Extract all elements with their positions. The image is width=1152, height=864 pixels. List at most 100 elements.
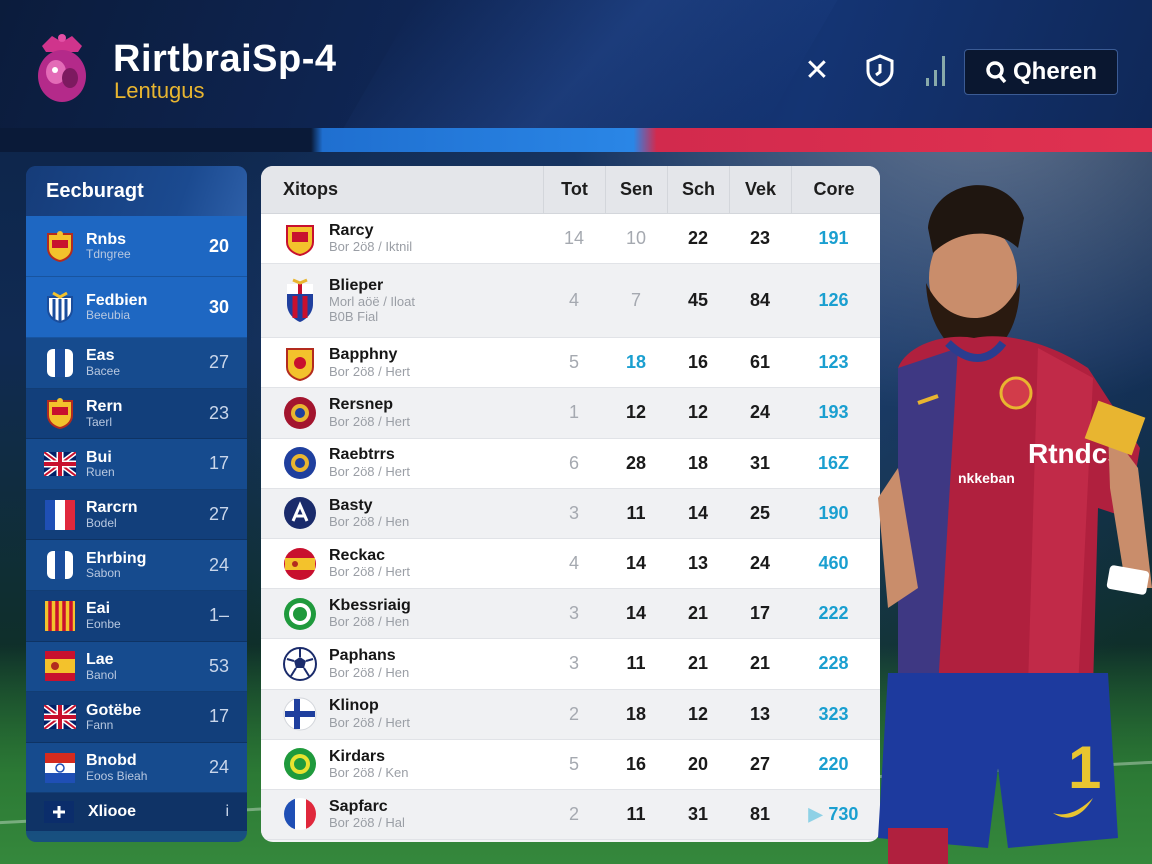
sidebar-item-sub: Banol — [86, 667, 117, 682]
sidebar-item-sub: Ruen — [86, 465, 115, 480]
sidebar-item[interactable]: Rnbs Tdngree 20 — [26, 216, 247, 277]
table-row[interactable]: Raebtrrs Bor 2ö8 / Hert 6 28 18 31 16Z — [261, 438, 880, 489]
sidebar-item-name: Rnbs — [86, 230, 126, 248]
header-accent-stripe — [0, 128, 1152, 152]
team-sub: Bor 2ö8 / Hen — [329, 514, 410, 530]
cell-tot: 3 — [568, 603, 579, 624]
sidebar-item[interactable]: Rarcrn Bodel 27 — [26, 489, 247, 541]
cell-core-value: 730 — [828, 803, 859, 824]
sidebar-item-name: Ehrbing — [86, 549, 147, 567]
sidebar-item[interactable]: Fedbien Beeubia 30 — [26, 277, 247, 338]
table-row[interactable]: Rarcy Bor 2ö8 / Iktnil 14 10 22 23 191 — [261, 214, 880, 265]
sidebar-item[interactable]: Bui Ruen 17 — [26, 439, 247, 490]
table-row[interactable]: Klinop Bor 2ö8 / Hert 2 18 12 13 323 — [261, 689, 880, 740]
sidebar-item[interactable]: Lae Banol 53 — [26, 641, 247, 693]
france-flag-icon — [44, 499, 76, 531]
sidebar-item-value: 24 — [208, 757, 229, 778]
sidebar-item[interactable]: Eas Bacee 27 — [26, 338, 247, 389]
cell-sen: 14 — [625, 553, 647, 574]
sidebar-footer-value: i — [225, 803, 229, 821]
cell-sen: 10 — [625, 228, 647, 249]
green-yellow-circle-icon — [283, 747, 317, 781]
sidebar-item-text: Gotëbe Fann — [86, 702, 201, 733]
table-row[interactable]: Kbessriaig Bor 2ö8 / Hen 3 14 21 17 222 — [261, 589, 880, 640]
header-core[interactable]: Core — [791, 166, 876, 213]
cell-sch: 45 — [687, 290, 709, 311]
cell-sch: 12 — [687, 703, 709, 724]
sidebar-item[interactable]: Gotëbe Fann 17 — [26, 692, 247, 743]
table-row[interactable]: Blieper Morl aöë / Iloat B0B Fial 4 7 45 84 126 — [261, 264, 880, 339]
team-cell: Sapfarc Bor 2ö8 / Hal — [261, 797, 543, 831]
team-sub: Bor 2ö8 / Hert — [329, 564, 410, 580]
table-row[interactable]: Rersnep Bor 2ö8 / Hert 1 12 12 24 193 — [261, 388, 880, 439]
header-team[interactable]: Xitops — [283, 179, 339, 199]
sidebar-item-text: Lae Banol — [86, 651, 201, 682]
shirt-sponsor-sub: nkkeban — [958, 470, 1015, 486]
finland-circle-icon — [283, 697, 317, 731]
table-row[interactable]: Bapphny Bor 2ö8 / Hert 5 18 16 61 123 — [261, 338, 880, 389]
team-cell: Kirdars Bor 2ö8 / Ken — [261, 747, 543, 781]
red-circle-icon — [283, 396, 317, 430]
team-cell: Paphans Bor 2ö8 / Hen — [261, 646, 543, 681]
spain-shield-icon — [283, 222, 317, 256]
standings-table: Xitops Tot Sen Sch Vek Core Rarcy Bor 2ö8… — [261, 166, 880, 842]
close-icon[interactable]: ✕ — [804, 53, 830, 87]
cell-core: 323 — [791, 704, 876, 725]
spain-circle-icon — [283, 547, 317, 581]
cell-tot: 6 — [568, 452, 579, 473]
table-row[interactable]: Reckac Bor 2ö8 / Hert 4 14 13 24 460 — [261, 538, 880, 590]
header-sch[interactable]: Sch — [667, 166, 729, 213]
table-row[interactable]: Basty Bor 2ö8 / Hen 3 11 14 25 190 — [261, 488, 880, 539]
play-arrow-icon[interactable]: ▶ — [808, 803, 823, 824]
sidebar-item-name: Gotëbe — [86, 701, 142, 719]
table-header: Xitops Tot Sen Sch Vek Core — [261, 166, 880, 214]
header-sen[interactable]: Sen — [605, 166, 667, 213]
sidebar-item[interactable]: Ehrbing Sabon 24 — [26, 540, 247, 591]
header-button-label: Qheren — [1012, 58, 1098, 85]
cell-sen: 11 — [626, 502, 646, 523]
header-vek[interactable]: Vek — [729, 166, 791, 213]
team-text: Bapphny Bor 2ö8 / Hert — [329, 346, 410, 379]
sidebar-item[interactable]: Bnobd Eoos Bieah 24 — [26, 742, 247, 794]
cell-sch: 16 — [687, 352, 709, 373]
team-text: Reckac Bor 2ö8 / Hert — [329, 547, 410, 580]
sidebar-item-name: Eai — [86, 600, 111, 618]
table-row[interactable]: Kirdars Bor 2ö8 / Ken 5 16 20 27 220 — [261, 739, 880, 790]
team-sub: Bor 2ö8 / Ken — [329, 765, 409, 780]
sidebar-item-text: Rnbs Tdngree — [86, 231, 201, 262]
cell-core-value: 323 — [818, 703, 849, 724]
sidebar-footer[interactable]: Xliooe i — [26, 793, 247, 832]
cell-core: 126 — [791, 290, 876, 311]
sidebar-item-text: Ehrbing Sabon — [86, 550, 201, 581]
cell-vek: 81 — [749, 803, 771, 824]
team-name: Blieper — [329, 276, 384, 294]
cell-core-value: 16Z — [817, 452, 850, 473]
signal-icon — [918, 52, 954, 88]
sidebar-item-text: Eas Bacee — [86, 347, 201, 378]
app-subtitle: Lentugus — [114, 78, 205, 103]
cell-tot: 3 — [568, 653, 579, 674]
team-text: Rersnep Bor 2ö8 / Hert — [329, 396, 410, 429]
sidebar-item-text: Eai Eonbe — [86, 600, 201, 631]
table-row[interactable]: Sapfarc Bor 2ö8 / Hal 2 11 31 81 ▶ 730 — [261, 789, 880, 841]
sidebar-item[interactable]: Eai Eonbe 1– — [26, 590, 247, 642]
sidebar-item-value: 1– — [208, 605, 229, 626]
sidebar-item-sub: Bodel — [86, 515, 117, 530]
cell-core-value: 126 — [818, 290, 849, 311]
header-tot[interactable]: Tot — [543, 166, 605, 213]
table-row[interactable]: Paphans Bor 2ö8 / Hen 3 11 21 21 228 — [261, 639, 880, 690]
sidebar-item-name: Rarcrn — [86, 499, 138, 517]
cell-sen: 16 — [625, 753, 647, 774]
league-logo-icon — [38, 34, 86, 102]
team-sub: Morl aöë / Iloat — [329, 293, 415, 309]
sidebar-item[interactable]: Rern Taerl 23 — [26, 388, 247, 440]
cell-vek: 21 — [749, 653, 771, 674]
sidebar-item-value: 20 — [208, 235, 229, 256]
blue-yellow-circle-icon — [283, 446, 317, 480]
spain-crest-icon — [44, 230, 76, 262]
header-action-button[interactable]: Qheren — [964, 49, 1118, 95]
cell-tot: 2 — [568, 803, 579, 824]
team-text: Rarcy Bor 2ö8 / Iktnil — [329, 222, 412, 255]
clock-icon[interactable] — [862, 52, 898, 88]
cell-sch: 18 — [687, 452, 709, 473]
